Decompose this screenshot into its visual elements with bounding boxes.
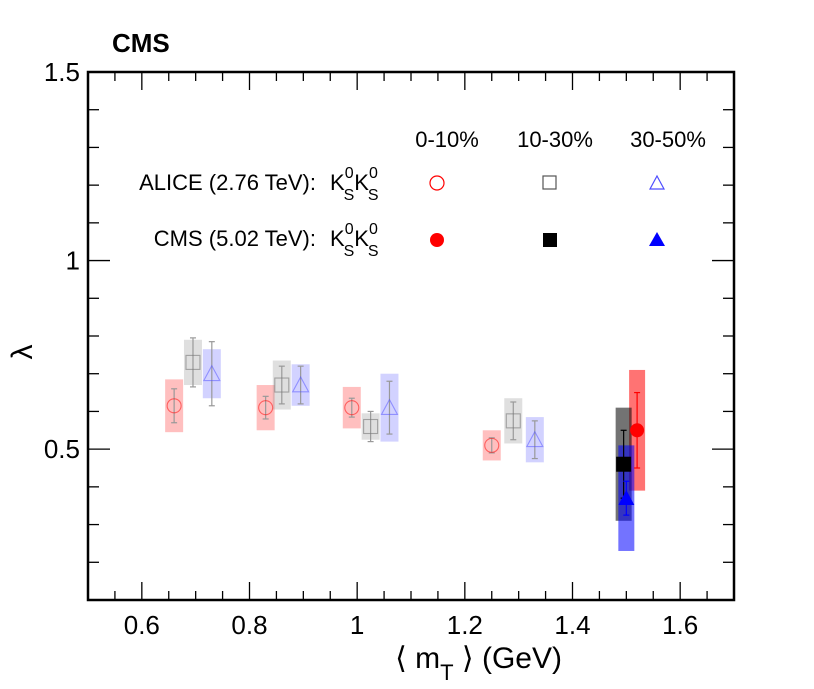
alice-triangle-marker <box>202 364 221 382</box>
x-tick-label: 1.6 <box>662 610 698 640</box>
alice-square-marker <box>185 354 201 370</box>
alice-triangle-marker <box>291 375 310 393</box>
x-tick-label: 1.4 <box>554 610 590 640</box>
x-axis-title: ⟨ mT ⟩ (GeV) <box>395 642 562 685</box>
experiment-label: CMS <box>112 28 170 58</box>
alice-triangle-marker <box>380 398 399 416</box>
x-tick-label: 1.2 <box>447 610 483 640</box>
legend-header-0-10: 0-10% <box>415 127 479 152</box>
stat-error-layer <box>171 337 641 516</box>
legend-row-alice-label: ALICE (2.76 TeV): <box>139 170 316 195</box>
legend-row-cms-label: CMS (5.02 TeV): <box>154 226 316 251</box>
cms-triangle-marker <box>618 490 635 505</box>
alice-square-marker <box>505 413 521 429</box>
tick-labels: 0.6 0.8 1 1.2 1.4 1.6 0.5 1 1.5 <box>44 57 698 640</box>
cms-square-marker <box>616 456 632 472</box>
legend-row-cms-particles: K0 SK0 S <box>330 221 379 260</box>
alice-circle-marker <box>484 437 500 453</box>
axis-ticks <box>87 72 735 601</box>
y-axis-title: λ <box>6 345 39 360</box>
cms-circle-marker <box>630 423 645 438</box>
x-tick-label: 0.6 <box>124 610 160 640</box>
systematic-band-layer <box>165 339 646 551</box>
legend-header-30-50: 30-50% <box>630 127 706 152</box>
legend-marker-alice-30-50 <box>648 174 666 190</box>
alice-circle-marker <box>258 400 274 416</box>
alice-circle-marker <box>166 398 182 414</box>
y-tick-label: 1.5 <box>44 57 80 87</box>
alice-circle-marker <box>344 400 360 416</box>
alice-square-marker <box>274 377 290 393</box>
y-tick-label: 0.5 <box>44 434 80 464</box>
legend-marker-alice-10-30 <box>542 175 557 190</box>
x-tick-label: 0.8 <box>231 610 267 640</box>
alice-square-marker <box>363 418 379 435</box>
alice-triangle-marker <box>525 430 544 448</box>
legend-marker-cms-10-30 <box>543 233 557 247</box>
legend: 0-10% 10-30% 30-50% ALICE (2.76 TeV): K0… <box>139 127 706 260</box>
legend-marker-cms-30-50 <box>649 232 665 246</box>
y-tick-label: 1 <box>66 246 80 276</box>
legend-marker-cms-0-10 <box>430 233 444 247</box>
legend-marker-alice-0-10 <box>429 175 445 191</box>
x-tick-label: 1 <box>350 610 364 640</box>
legend-row-alice-particles: K0 SK0 S <box>330 165 379 204</box>
legend-header-10-30: 10-30% <box>517 127 593 152</box>
marker-layer <box>166 354 645 505</box>
